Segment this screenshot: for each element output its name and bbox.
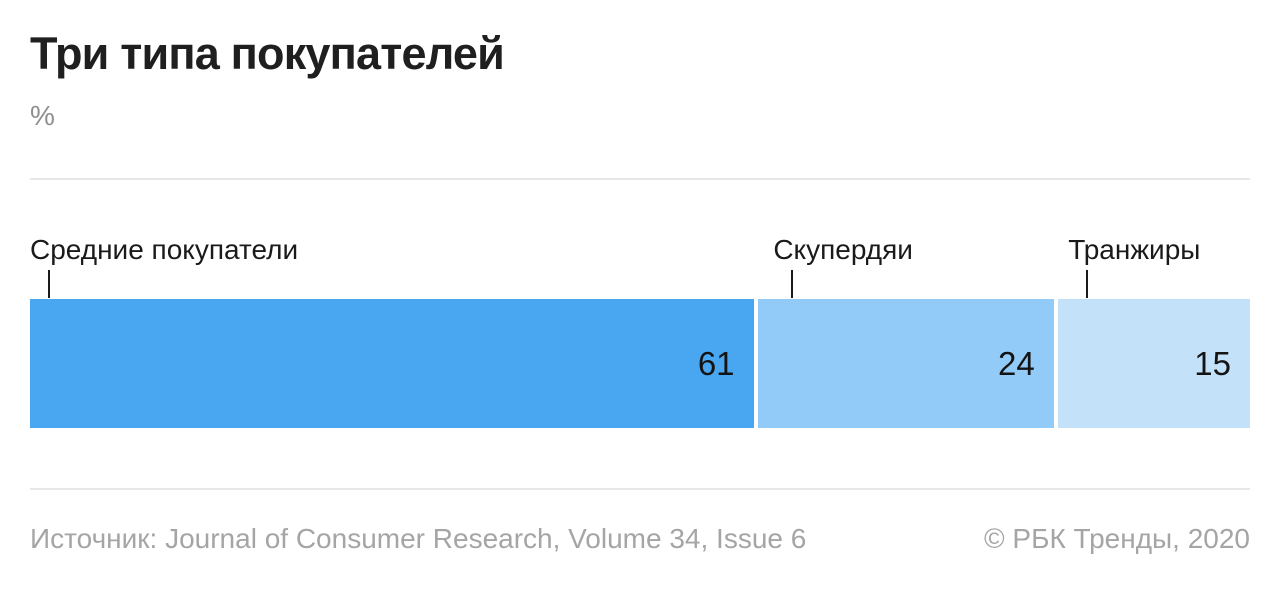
source-text: Источник: Journal of Consumer Research, … [30, 523, 807, 555]
unit-label: % [30, 99, 55, 131]
segment-value: 15 [1194, 345, 1231, 383]
category-label: Средние покупатели [30, 234, 299, 266]
category-label: Транжиры [1068, 234, 1201, 266]
category-label-cell: Транжиры [1068, 234, 1250, 299]
category-labels-row: Средние покупатели Скупердяи Транжиры [30, 234, 1250, 299]
category-label-cell: Скупердяи [773, 234, 1064, 299]
segment-value: 61 [697, 345, 735, 383]
top-divider [30, 178, 1250, 181]
chart-title: Три типа покупателей [30, 28, 505, 79]
category-label: Скупердяи [773, 234, 913, 266]
chart-card: Три типа покупателей % Средние покупател… [30, 28, 1250, 555]
label-tick [48, 270, 50, 299]
bar-segment: 61 [30, 299, 754, 429]
label-tick [1086, 270, 1089, 299]
copyright-text: © РБК Тренды, 2020 [984, 523, 1250, 555]
bar-segment: 15 [1057, 299, 1250, 429]
footer: Источник: Journal of Consumer Research, … [30, 523, 1250, 555]
category-label-cell: Средние покупатели [30, 234, 769, 299]
label-tick [791, 270, 794, 299]
bar-segment: 24 [757, 299, 1054, 429]
segment-value: 24 [998, 345, 1035, 383]
stacked-bar: 61 24 15 [30, 299, 1250, 429]
bottom-divider [30, 488, 1250, 491]
